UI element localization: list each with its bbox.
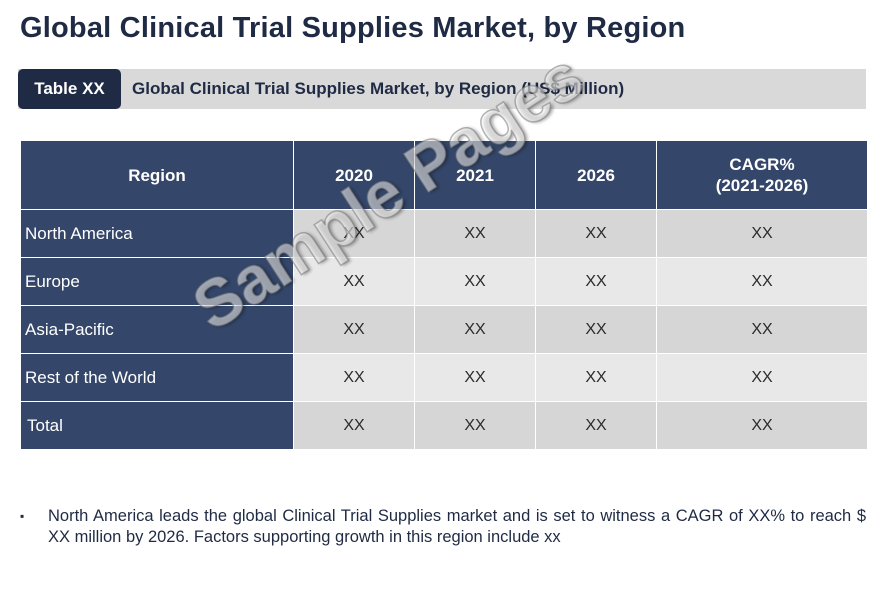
value-cell: XX	[414, 257, 536, 306]
value-cell: XX	[656, 257, 868, 306]
value-cell: XX	[293, 305, 415, 354]
table-header-row: Region 2020 2021 2026 CAGR% (2021-2026)	[20, 140, 868, 210]
value-cell: XX	[293, 209, 415, 258]
table-row: Europe XX XX XX XX	[20, 257, 868, 306]
region-cell: Rest of the World	[20, 353, 294, 402]
value-cell: XX	[535, 209, 657, 258]
column-header-2020: 2020	[293, 140, 415, 210]
table-row: Asia-Pacific XX XX XX XX	[20, 305, 868, 354]
value-cell: XX	[535, 353, 657, 402]
cagr-header-period: (2021-2026)	[715, 176, 809, 195]
value-cell: XX	[293, 257, 415, 306]
region-market-table: Region 2020 2021 2026 CAGR% (2021-2026) …	[20, 140, 868, 450]
value-cell: XX	[656, 353, 868, 402]
table-row: North America XX XX XX XX	[20, 209, 868, 258]
region-cell: Europe	[20, 257, 294, 306]
column-header-2021: 2021	[414, 140, 536, 210]
value-cell: XX	[414, 353, 536, 402]
value-cell: XX	[656, 401, 868, 450]
column-header-2026: 2026	[535, 140, 657, 210]
column-header-region: Region	[20, 140, 294, 210]
table-number-badge: Table XX	[18, 69, 121, 109]
value-cell: XX	[293, 353, 415, 402]
value-cell: XX	[535, 257, 657, 306]
cagr-header-label: CAGR%	[729, 155, 795, 174]
value-cell: XX	[656, 305, 868, 354]
value-cell: XX	[293, 401, 415, 450]
value-cell: XX	[535, 305, 657, 354]
summary-note-text: North America leads the global Clinical …	[48, 507, 866, 546]
value-cell: XX	[414, 209, 536, 258]
column-header-cagr: CAGR% (2021-2026)	[656, 140, 868, 210]
table-row: Rest of the World XX XX XX XX	[20, 353, 868, 402]
value-cell: XX	[535, 401, 657, 450]
summary-note: ▪ North America leads the global Clinica…	[20, 506, 866, 548]
value-cell: XX	[414, 305, 536, 354]
table-total-row: Total XX XX XX XX	[20, 401, 868, 450]
table-caption-bar: Table XX Global Clinical Trial Supplies …	[18, 69, 866, 109]
value-cell: XX	[656, 209, 868, 258]
value-cell: XX	[414, 401, 536, 450]
region-cell: Total	[20, 401, 294, 450]
page-title: Global Clinical Trial Supplies Market, b…	[20, 12, 686, 44]
table-caption-text: Global Clinical Trial Supplies Market, b…	[132, 79, 625, 98]
region-cell: Asia-Pacific	[20, 305, 294, 354]
region-cell: North America	[20, 209, 294, 258]
bullet-icon: ▪	[20, 509, 25, 523]
